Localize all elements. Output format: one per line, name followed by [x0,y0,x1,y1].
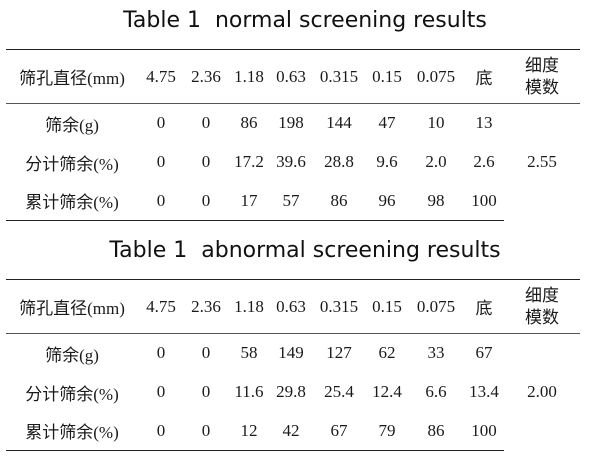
table-row: 分计筛余(%) 0 0 17.2 39.6 28.8 9.6 2.0 2.6 [6,143,580,182]
sieve-size-cell: 0.15 [366,279,408,334]
table-cell: 13 [475,113,493,133]
table-cell: 0 [201,343,211,363]
table-cell: 0 [156,113,166,133]
table-cell: 57 [270,181,312,221]
row-label: 累计筛余(%) [6,181,138,221]
table-cell: 62 [378,343,396,363]
fm-header-line2: 模数 [525,77,559,97]
header-row: 筛孔直径(mm) 4.75 2.36 1.18 0.63 0.315 0.15 … [6,279,580,334]
table-cell: 2.6 [473,152,495,171]
table-cell: 25.4 [324,382,354,401]
sieve-size-cell: 底 [464,49,504,104]
table-1-title: Table 1 normal screening results [123,8,487,33]
table-cell: 29.8 [276,382,306,401]
sieve-size-cell: 0.075 [408,49,464,104]
sieve-size-cell: 底 [464,279,504,334]
row-label: 分计筛余(%) [25,384,119,404]
table-cell: 86 [312,181,366,221]
sieve-size-cell: 1.18 [228,279,270,334]
table-cell: 33 [427,343,445,363]
table-cell: 96 [366,181,408,221]
table-cell: 149 [278,343,304,363]
row-label: 累计筛余(%) [6,411,138,451]
table-cell: 0 [201,152,211,171]
table-cell: 86 [408,411,464,451]
table-cell: 2.0 [425,152,447,171]
table-cell: 12.4 [372,382,402,401]
table-cell: 198 [278,113,304,133]
fineness-modulus-header: 细度 模数 [504,279,580,334]
sieve-size-cell: 0.315 [312,279,366,334]
table-row: 筛余(g) 0 0 86 198 144 47 10 13 2.55 [6,104,580,171]
table-cell: 42 [270,411,312,451]
table-cell: 10 [427,113,445,133]
normal-screening-table: 筛孔直径(mm) 4.75 2.36 1.18 0.63 0.315 0.15 … [6,49,580,221]
table-cell: 13.4 [469,382,499,401]
table-cell: 0 [184,411,228,451]
sieve-size-cell: 0.63 [270,49,312,104]
table-cell: 0 [156,343,166,363]
abnormal-screening-table: 筛孔直径(mm) 4.75 2.36 1.18 0.63 0.315 0.15 … [6,279,580,451]
table-cell: 0 [184,181,228,221]
table-cell: 98 [408,181,464,221]
table-row: 累计筛余(%) 0 0 12 42 67 79 86 100 [6,411,580,451]
table-cell: 100 [464,411,504,451]
table-cell: 9.6 [376,152,398,171]
sieve-size-cell: 4.75 [138,279,184,334]
table-cell: 17 [228,181,270,221]
row-label: 分计筛余(%) [25,154,119,174]
fm-header-line2: 模数 [525,307,559,327]
sieve-size-cell: 0.315 [312,49,366,104]
table-cell: 100 [464,181,504,221]
table-cell: 67 [475,343,493,363]
fm-header-line1: 细度 [525,285,559,305]
header-row: 筛孔直径(mm) 4.75 2.36 1.18 0.63 0.315 0.15 … [6,49,580,104]
table-cell: 127 [326,343,352,363]
table-cell: 39.6 [276,152,306,171]
fineness-modulus-header: 细度 模数 [504,49,580,104]
row-label: 筛余(g) [45,345,99,365]
table-cell: 0 [156,152,166,171]
table-cell: 6.6 [425,382,447,401]
table-row: 筛余(g) 0 0 58 149 127 62 33 67 2.00 [6,334,580,401]
sieve-size-cell: 1.18 [228,49,270,104]
sieve-size-cell: 0.15 [366,49,408,104]
table-row: 累计筛余(%) 0 0 17 57 86 96 98 100 [6,181,580,221]
sieve-size-cell: 4.75 [138,49,184,104]
table-cell: 0 [138,181,184,221]
table-row: 分计筛余(%) 0 0 11.6 29.8 25.4 12.4 6.6 13.4 [6,373,580,412]
table-cell: 0 [138,411,184,451]
sieve-size-cell: 0.075 [408,279,464,334]
table-cell: 17.2 [234,152,264,171]
table-cell: 67 [312,411,366,451]
table-cell: 0 [156,382,166,401]
table-cell: 86 [240,113,258,133]
table-cell: 58 [240,343,258,363]
table-cell: 11.6 [234,382,264,401]
table-cell: 12 [228,411,270,451]
sieve-size-cell: 2.36 [184,279,228,334]
table-cell: 79 [366,411,408,451]
table-cell: 0 [201,113,211,133]
table-cell: 0 [201,382,211,401]
table-cell: 47 [378,113,396,133]
sieve-size-cell: 0.63 [270,279,312,334]
table-cell: 144 [326,113,352,133]
sieve-size-header: 筛孔直径(mm) [6,279,138,334]
sieve-size-header: 筛孔直径(mm) [6,49,138,104]
sieve-size-cell: 2.36 [184,49,228,104]
table-cell: 28.8 [324,152,354,171]
fineness-modulus-value: 2.00 [527,382,557,402]
table-2-title: Table 1 abnormal screening results [109,238,501,263]
fineness-modulus-value: 2.55 [527,152,557,172]
row-label: 筛余(g) [45,115,99,135]
fm-header-line1: 细度 [525,55,559,75]
